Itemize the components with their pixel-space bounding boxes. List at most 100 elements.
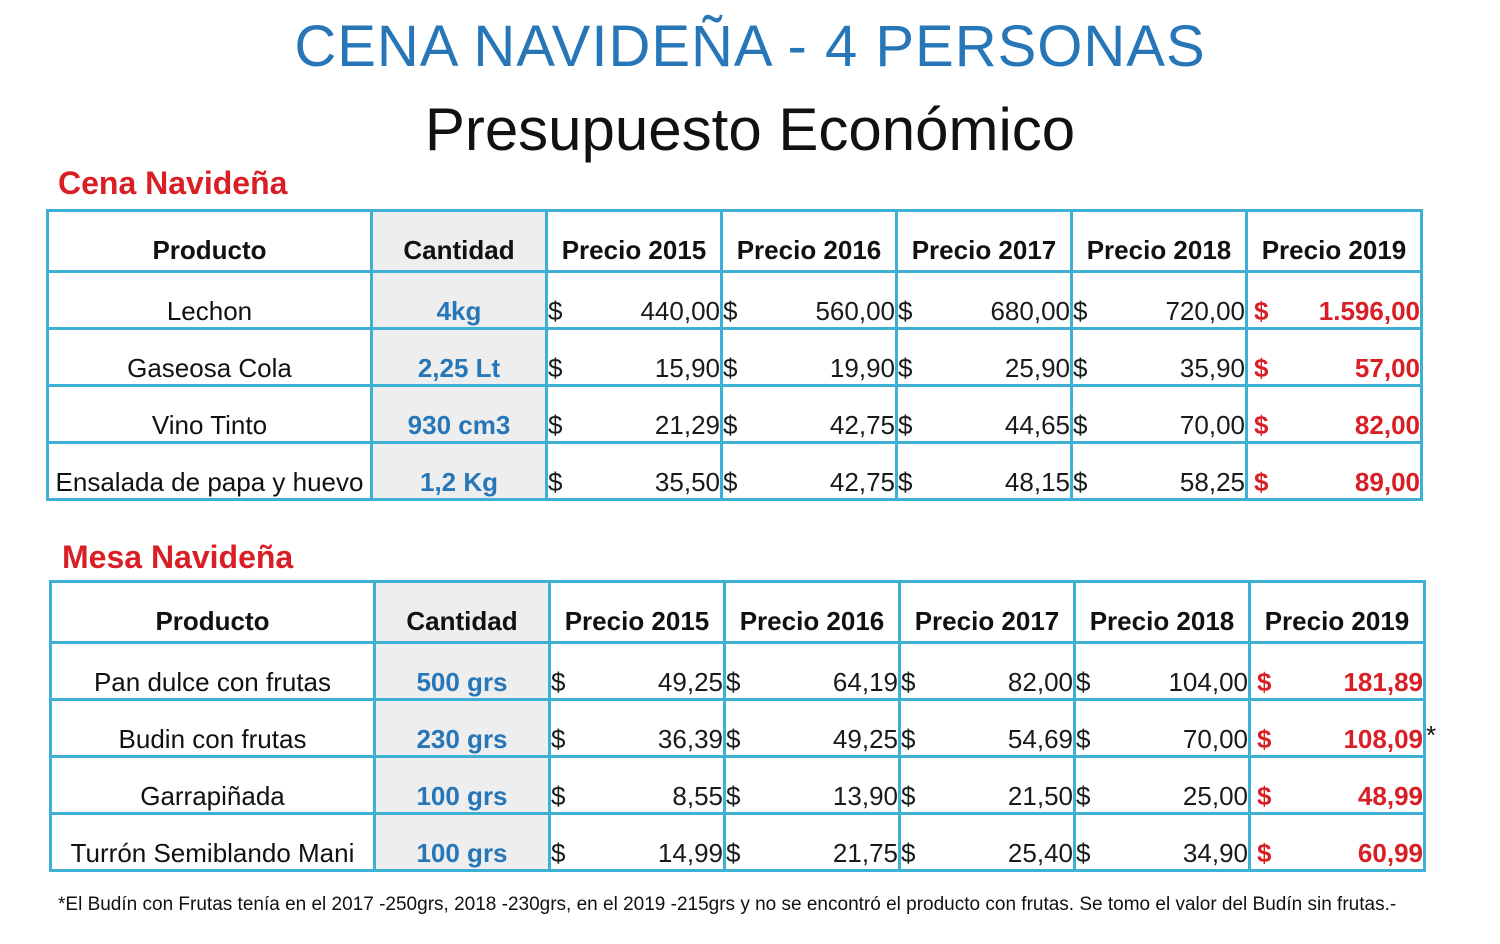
cell-producto: Budin con frutas bbox=[49, 698, 376, 758]
cell-precio-2018: $35,90 bbox=[1070, 327, 1248, 387]
table-row: Pan dulce con frutas 500 grs $49,25 $64,19 $… bbox=[49, 641, 1426, 701]
currency-symbol: $ bbox=[1073, 296, 1088, 326]
cell-precio-2019: $48,99 bbox=[1248, 755, 1426, 815]
cell-precio-2015: $49,25 bbox=[548, 641, 726, 701]
price-value: 25,40 bbox=[1007, 838, 1073, 868]
price-value: 8,55 bbox=[672, 781, 723, 811]
column-header-precio-2018: Precio 2018 bbox=[1073, 580, 1251, 644]
currency-symbol: $ bbox=[901, 724, 916, 754]
currency-symbol: $ bbox=[726, 838, 741, 868]
price-value: 15,90 bbox=[654, 353, 720, 383]
price-value: 70,00 bbox=[1182, 724, 1248, 754]
cell-precio-2019: $57,00 bbox=[1245, 327, 1423, 387]
column-header-precio-2017: Precio 2017 bbox=[898, 580, 1076, 644]
cell-precio-2018: $70,00 bbox=[1070, 384, 1248, 444]
price-value: 42,75 bbox=[829, 410, 895, 440]
currency-symbol: $ bbox=[1254, 410, 1269, 440]
cell-cantidad: 100 grs bbox=[373, 755, 551, 815]
cell-producto: Ensalada de papa y huevo bbox=[46, 441, 373, 501]
currency-symbol: $ bbox=[1076, 667, 1091, 697]
currency-symbol: $ bbox=[901, 781, 916, 811]
price-value: 440,00 bbox=[640, 296, 720, 326]
currency-symbol: $ bbox=[726, 724, 741, 754]
price-value: 104,00 bbox=[1168, 667, 1248, 697]
column-header-precio-2019: Precio 2019 bbox=[1248, 580, 1426, 644]
column-header-producto: Producto bbox=[49, 580, 376, 644]
table-row: Lechon 4kg $440,00 $560,00 $680,00 $720,00 $1.… bbox=[46, 270, 1423, 330]
currency-symbol: $ bbox=[723, 353, 738, 383]
cell-precio-2017: $48,15 bbox=[895, 441, 1073, 501]
cell-precio-2019: $108,09 bbox=[1248, 698, 1426, 758]
currency-symbol: $ bbox=[551, 838, 566, 868]
cell-precio-2018: $70,00 bbox=[1073, 698, 1251, 758]
currency-symbol: $ bbox=[1073, 353, 1088, 383]
price-value: 36,39 bbox=[657, 724, 723, 754]
cell-producto: Garrapiñada bbox=[49, 755, 376, 815]
currency-symbol: $ bbox=[723, 467, 738, 497]
currency-symbol: $ bbox=[726, 781, 741, 811]
table-body: Pan dulce con frutas 500 grs $49,25 $64,19 $… bbox=[49, 641, 1426, 872]
currency-symbol: $ bbox=[1257, 724, 1272, 754]
price-value: 82,00 bbox=[1354, 410, 1420, 440]
cell-precio-2017: $680,00 bbox=[895, 270, 1073, 330]
cell-cantidad: 100 grs bbox=[373, 812, 551, 872]
page-title: CENA NAVIDEÑA - 4 PERSONAS bbox=[294, 14, 1206, 79]
currency-symbol: $ bbox=[1254, 353, 1269, 383]
cell-cantidad: 2,25 Lt bbox=[370, 327, 548, 387]
currency-symbol: $ bbox=[1073, 410, 1088, 440]
currency-symbol: $ bbox=[1076, 724, 1091, 754]
cell-precio-2016: $42,75 bbox=[720, 384, 898, 444]
price-value: 35,50 bbox=[654, 467, 720, 497]
price-value: 720,00 bbox=[1165, 296, 1245, 326]
price-value: 48,99 bbox=[1357, 781, 1423, 811]
price-value: 42,75 bbox=[829, 467, 895, 497]
cell-precio-2016: $42,75 bbox=[720, 441, 898, 501]
cena-price-table: Producto Cantidad Precio 2015 Precio 201… bbox=[46, 209, 1423, 501]
price-value: 57,00 bbox=[1354, 353, 1420, 383]
cell-precio-2015: $15,90 bbox=[545, 327, 723, 387]
mesa-price-table: Producto Cantidad Precio 2015 Precio 201… bbox=[49, 580, 1426, 872]
price-value: 21,50 bbox=[1007, 781, 1073, 811]
currency-symbol: $ bbox=[1257, 838, 1272, 868]
currency-symbol: $ bbox=[723, 410, 738, 440]
currency-symbol: $ bbox=[723, 296, 738, 326]
column-header-precio-2016: Precio 2016 bbox=[723, 580, 901, 644]
cell-producto: Turrón Semiblando Mani bbox=[49, 812, 376, 872]
price-value: 108,09 bbox=[1343, 724, 1423, 754]
price-value: 70,00 bbox=[1179, 410, 1245, 440]
cell-precio-2017: $21,50 bbox=[898, 755, 1076, 815]
cell-precio-2017: $25,40 bbox=[898, 812, 1076, 872]
section-heading-cena: Cena Navideña bbox=[58, 165, 288, 201]
table-row: Ensalada de papa y huevo 1,2 Kg $35,50 $42,… bbox=[46, 441, 1423, 501]
cell-precio-2015: $14,99 bbox=[548, 812, 726, 872]
price-value: 35,90 bbox=[1179, 353, 1245, 383]
footnote-text: *El Budín con Frutas tenía en el 2017 -2… bbox=[58, 894, 1397, 915]
cell-precio-2016: $560,00 bbox=[720, 270, 898, 330]
section-heading-mesa: Mesa Navideña bbox=[62, 539, 294, 575]
price-value: 34,90 bbox=[1182, 838, 1248, 868]
cell-precio-2018: $25,00 bbox=[1073, 755, 1251, 815]
price-value: 60,99 bbox=[1357, 838, 1423, 868]
table-row: Gaseosa Cola 2,25 Lt $15,90 $19,90 $25,90 $35… bbox=[46, 327, 1423, 387]
cell-producto: Pan dulce con frutas bbox=[49, 641, 376, 701]
cell-precio-2017: $82,00 bbox=[898, 641, 1076, 701]
currency-symbol: $ bbox=[1076, 838, 1091, 868]
price-value: 49,25 bbox=[832, 724, 898, 754]
cell-precio-2015: $440,00 bbox=[545, 270, 723, 330]
table-row: Turrón Semiblando Mani 100 grs $14,99 $21,7… bbox=[49, 812, 1426, 872]
cell-cantidad: 500 grs bbox=[373, 641, 551, 701]
price-value: 58,25 bbox=[1179, 467, 1245, 497]
price-value: 21,75 bbox=[832, 838, 898, 868]
cell-precio-2019: $82,00 bbox=[1245, 384, 1423, 444]
cell-precio-2015: $21,29 bbox=[545, 384, 723, 444]
column-header-precio-2015: Precio 2015 bbox=[545, 209, 723, 273]
cell-producto: Vino Tinto bbox=[46, 384, 373, 444]
currency-symbol: $ bbox=[898, 296, 913, 326]
cell-cantidad: 230 grs bbox=[373, 698, 551, 758]
cell-precio-2018: $104,00 bbox=[1073, 641, 1251, 701]
currency-symbol: $ bbox=[1257, 667, 1272, 697]
currency-symbol: $ bbox=[898, 467, 913, 497]
currency-symbol: $ bbox=[898, 410, 913, 440]
currency-symbol: $ bbox=[901, 667, 916, 697]
currency-symbol: $ bbox=[548, 410, 563, 440]
